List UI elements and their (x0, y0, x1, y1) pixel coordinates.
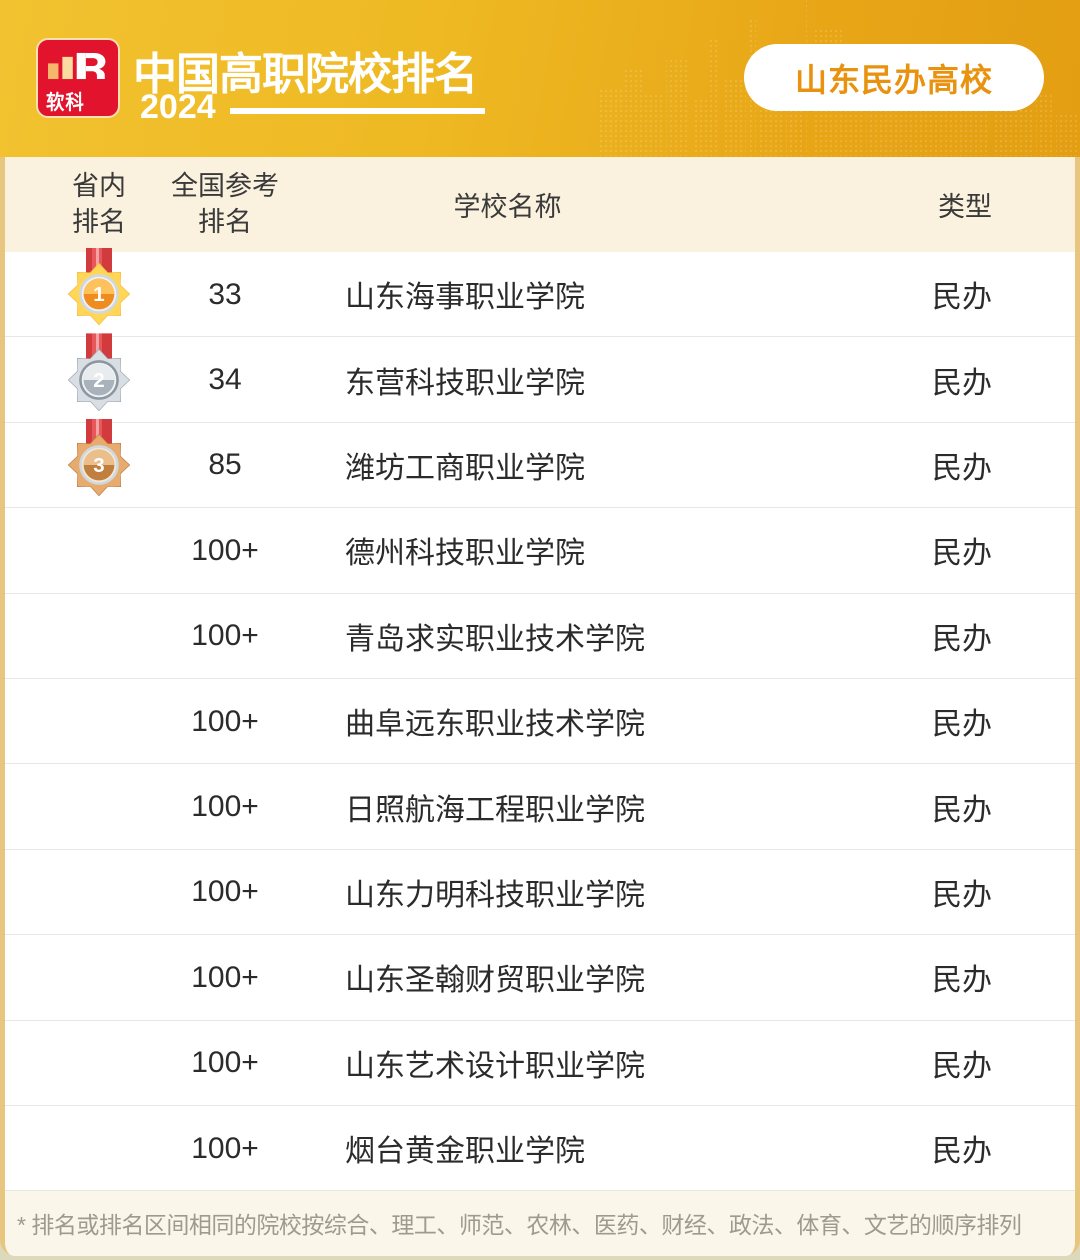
svg-text:3: 3 (93, 454, 104, 477)
svg-text:2: 2 (93, 369, 104, 392)
svg-text:1: 1 (93, 283, 104, 306)
